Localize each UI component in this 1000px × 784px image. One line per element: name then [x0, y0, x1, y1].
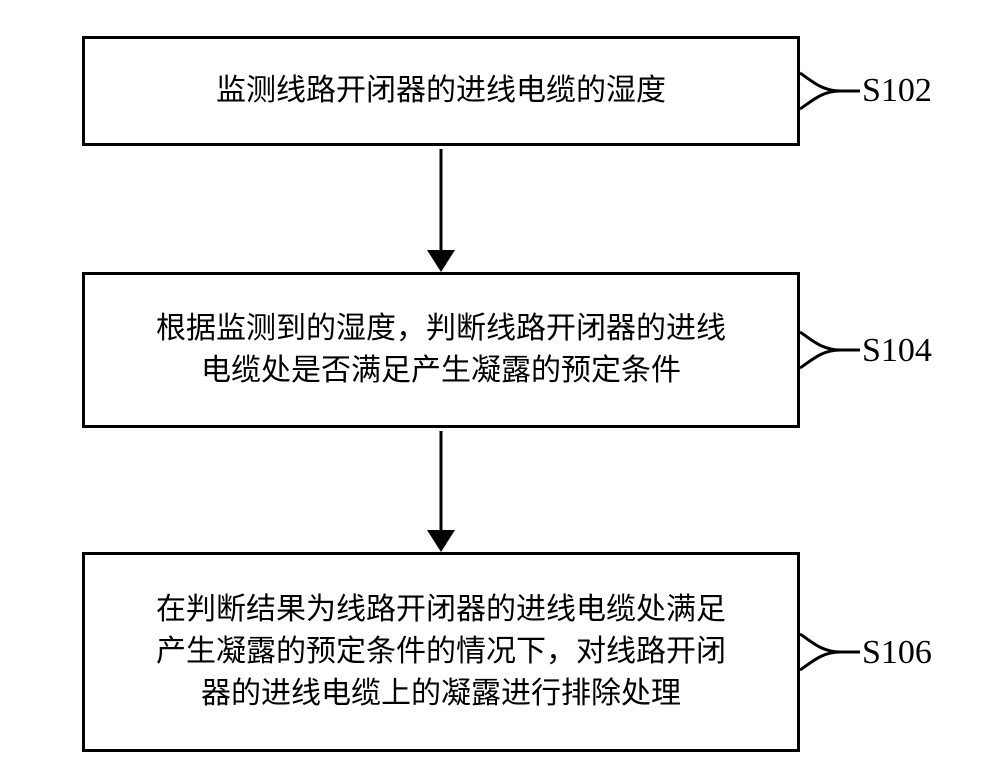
flow-node-text: 根据监测到的湿度，判断线路开闭器的进线 电缆处是否满足产生凝露的预定条件	[138, 308, 744, 392]
flow-node-s102: 监测线路开闭器的进线电缆的湿度	[82, 36, 800, 146]
connector-c2	[800, 272, 870, 428]
connector-c3	[800, 552, 870, 752]
flow-node-label-s106: S106	[862, 634, 932, 672]
flow-node-text: 监测线路开闭器的进线电缆的湿度	[198, 70, 684, 112]
flow-node-label-s102: S102	[862, 72, 932, 110]
connector-c1	[800, 36, 870, 146]
flow-node-s106: 在判断结果为线路开闭器的进线电缆处满足 产生凝露的预定条件的情况下，对线路开闭 …	[82, 552, 800, 752]
edge-s104-s106	[421, 431, 461, 552]
flow-node-s104: 根据监测到的湿度，判断线路开闭器的进线 电缆处是否满足产生凝露的预定条件	[82, 272, 800, 428]
flow-node-label-s104: S104	[862, 332, 932, 370]
edge-s102-s104	[421, 149, 461, 272]
flow-node-text: 在判断结果为线路开闭器的进线电缆处满足 产生凝露的预定条件的情况下，对线路开闭 …	[138, 589, 744, 715]
